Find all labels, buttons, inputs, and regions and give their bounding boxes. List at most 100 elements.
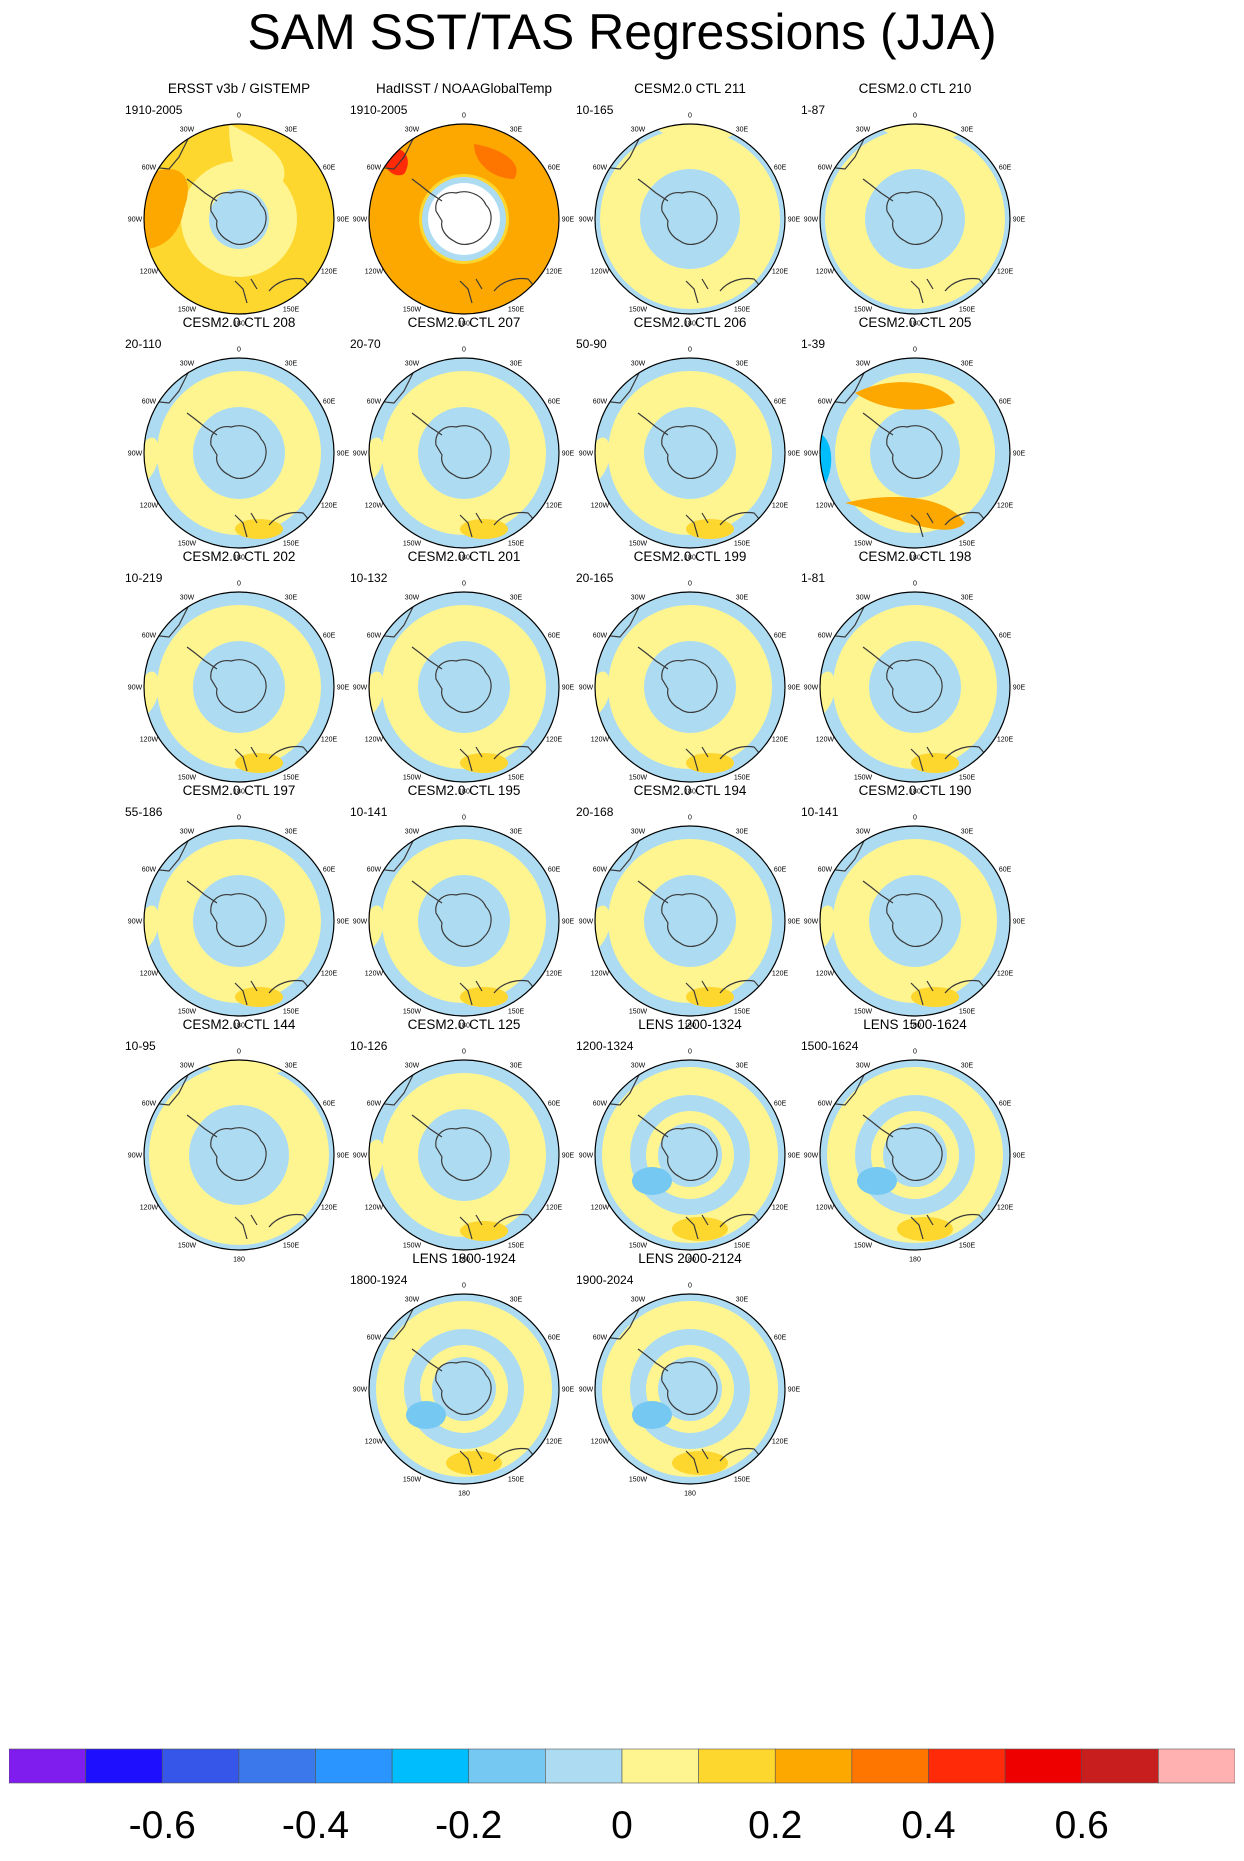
longitude-label: 30W — [856, 360, 871, 367]
longitude-label: 30W — [856, 594, 871, 601]
antarctica-coastline — [210, 425, 267, 479]
polar-map: 0 30E 60E 90E 120E 150E 180 150W 120W 90W 60W 30W — [579, 113, 801, 328]
longitude-label: 120W — [365, 503, 384, 510]
field-contour — [608, 604, 772, 770]
longitude-label: 120E — [546, 737, 563, 744]
longitude-label: 120W — [365, 269, 384, 276]
longitude-label: 120W — [591, 1205, 610, 1212]
map-panel: CESM2.0 CTL 125 10-126 0 30E 60E 90E 120E 150E 1… — [330, 1017, 598, 1288]
longitude-label: 60W — [593, 1335, 608, 1342]
longitude-label: 60E — [774, 867, 787, 874]
longitude-label: 0 — [913, 1049, 917, 1056]
panel-title: CESM2.0 CTL 194 — [633, 783, 747, 798]
panel-title: CESM2.0 CTL 197 — [182, 783, 296, 798]
field-contour — [825, 129, 1005, 309]
antarctica-coastline — [886, 893, 943, 947]
coastline — [411, 880, 443, 904]
longitude-label: 30W — [180, 1062, 195, 1069]
panel-period: 10-132 — [350, 571, 388, 585]
panel-period: 1500-1624 — [801, 1039, 859, 1053]
panel-title: CESM2.0 CTL 199 — [633, 549, 747, 564]
longitude-label: 120E — [772, 503, 789, 510]
panel-title: CESM2.0 CTL 202 — [182, 549, 296, 564]
longitude-label: 30W — [856, 828, 871, 835]
panel-period: 20-165 — [576, 571, 614, 585]
polar-map: 0 30E 60E 90E 120E 150E 180 150W 120W 90W 60W 30W — [579, 1283, 801, 1498]
longitude-label: 90E — [788, 919, 801, 926]
longitude-label: 90E — [337, 451, 350, 458]
longitude-label: 180 — [684, 555, 696, 562]
longitude-label: 60W — [593, 867, 608, 874]
longitude-label: 90E — [562, 919, 575, 926]
longitude-label: 120W — [591, 503, 610, 510]
longitude-label: 30W — [180, 126, 195, 133]
field-contour — [382, 370, 546, 536]
longitude-label: 90E — [562, 1387, 575, 1394]
longitude-label: 150E — [508, 775, 525, 782]
longitude-label: 60W — [142, 633, 157, 640]
panel-period: 55-186 — [125, 805, 163, 819]
longitude-label: 60E — [774, 399, 787, 406]
field-contour — [406, 1401, 446, 1429]
field-contour — [897, 1217, 953, 1241]
longitude-label: 90W — [128, 919, 143, 926]
panel-period: 20-110 — [125, 337, 162, 351]
longitude-label: 30E — [285, 828, 298, 835]
longitude-label: 60E — [323, 1101, 336, 1108]
longitude-label: 0 — [688, 113, 692, 120]
longitude-label: 60E — [548, 165, 561, 172]
longitude-label: 120E — [321, 269, 338, 276]
longitude-label: 90E — [1013, 685, 1026, 692]
longitude-label: 0 — [462, 1283, 466, 1290]
map-panel: CESM2.0 CTL 194 20-168 0 30E 60E 90E 120E 150E 1… — [556, 783, 824, 1054]
longitude-label: 120W — [140, 269, 159, 276]
coastline — [910, 278, 934, 304]
field-contour — [144, 671, 160, 717]
longitude-label: 180 — [233, 555, 245, 562]
field-contour — [460, 1221, 508, 1241]
longitude-label: 90E — [562, 217, 575, 224]
panel-period: 1-81 — [801, 571, 826, 585]
longitude-label: 120W — [591, 1439, 610, 1446]
longitude-label: 90E — [562, 685, 575, 692]
longitude-label: 180 — [909, 555, 921, 562]
field-contour — [460, 519, 508, 539]
longitude-label: 120E — [546, 1439, 563, 1446]
coastline — [685, 1448, 709, 1474]
field-contour — [437, 1128, 491, 1182]
colorbar-swatch — [85, 1748, 163, 1784]
longitude-label: 90E — [337, 217, 350, 224]
longitude-label: 150W — [854, 1009, 873, 1016]
longitude-label: 30E — [736, 126, 749, 133]
longitude-label: 90E — [788, 1153, 801, 1160]
map-panel: CESM2.0 CTL 208 20-110 0 30E 60E 90E 120E 150E 1… — [105, 315, 373, 586]
antarctica-coastline — [661, 191, 718, 245]
longitude-label: 90W — [353, 685, 368, 692]
longitude-label: 60E — [548, 1101, 561, 1108]
longitude-label: 60W — [367, 399, 382, 406]
panel-period: 10-141 — [801, 805, 839, 819]
coastline — [685, 512, 709, 538]
longitude-label: 60W — [818, 165, 833, 172]
field-contour — [235, 987, 283, 1007]
longitude-label: 180 — [458, 321, 470, 328]
longitude-label: 60W — [818, 1101, 833, 1108]
field-contour — [911, 753, 959, 773]
antarctica-coastline — [435, 425, 492, 479]
field-contour — [602, 1067, 778, 1243]
longitude-label: 90E — [562, 451, 575, 458]
coastline — [862, 178, 894, 202]
longitude-label: 30W — [631, 1062, 646, 1069]
coastline — [186, 880, 218, 904]
longitude-label: 30E — [510, 828, 523, 835]
longitude-label: 0 — [688, 1283, 692, 1290]
field-contour — [369, 1139, 385, 1185]
longitude-label: 0 — [913, 347, 917, 354]
longitude-label: 30E — [285, 1062, 298, 1069]
field-contour — [602, 1301, 778, 1477]
longitude-label: 150E — [508, 1477, 525, 1484]
longitude-label: 60W — [367, 633, 382, 640]
longitude-label: 30E — [510, 594, 523, 601]
field-contour — [595, 437, 611, 483]
polar-map: 0 30E 60E 90E 120E 150E 180 150W 120W 90W 60W 30W — [353, 581, 575, 796]
